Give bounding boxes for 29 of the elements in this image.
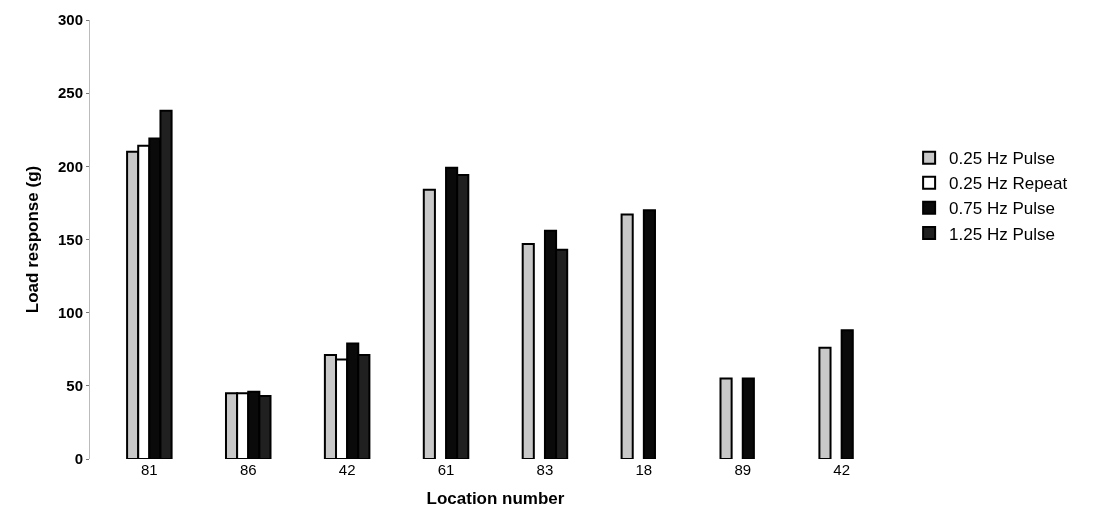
y-tick-label: 150 (57, 230, 83, 248)
y-tick-label: 200 (57, 157, 83, 175)
legend-label: 1.25 Hz Pulse (949, 224, 1055, 244)
bar (521, 242, 535, 459)
bar (642, 209, 656, 459)
bar (719, 377, 733, 459)
y-tick-label: 100 (57, 303, 83, 321)
x-tick-label: 81 (141, 461, 158, 478)
legend-label: 0.25 Hz Repeat (949, 174, 1068, 194)
x-tick-label: 42 (338, 461, 356, 478)
bar (422, 188, 436, 459)
bar (818, 346, 832, 459)
x-tick-label: 89 (734, 461, 752, 478)
bar (840, 329, 854, 459)
y-tick-label: 250 (57, 84, 83, 102)
x-tick-label: 42 (833, 461, 850, 478)
x-tick-label: 86 (239, 461, 257, 478)
x-tick-label: 18 (635, 461, 653, 478)
x-tick-label: 83 (536, 461, 554, 478)
y-tick-label: 50 (66, 377, 83, 395)
legend-label: 0.25 Hz Pulse (949, 149, 1055, 169)
x-tick-label: 61 (437, 461, 455, 478)
legend-label: 0.75 Hz Pulse (949, 199, 1055, 219)
y-axis-title: Load response (g) (22, 165, 42, 314)
bar (620, 213, 634, 459)
y-tick-label: 0 (74, 450, 83, 468)
y-tick-label: 300 (57, 11, 83, 29)
x-axis-title: Location number (426, 489, 565, 509)
bar (741, 377, 755, 459)
